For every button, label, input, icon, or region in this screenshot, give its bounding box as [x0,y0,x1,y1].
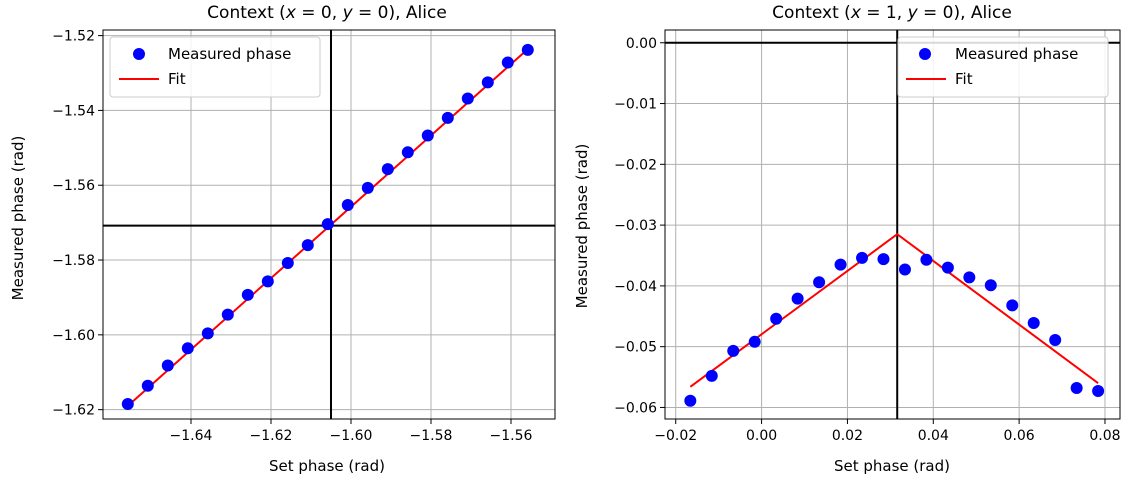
data-point [141,379,154,392]
y-axis-label: Measured phase (rad) [9,136,27,301]
legend: Measured phase Fit [109,36,321,98]
plot-frame [664,29,1121,420]
y-tick-label: −1.56 [52,178,95,194]
legend-label-fit: Fit [955,70,973,88]
y-tick-label: −0.01 [614,97,657,113]
x-axis-ticks: −1.64 −1.62 −1.60 −1.58 −1.56 [170,419,533,444]
chart-title: Context (x = 0, y = 0), Alice [207,3,447,23]
fit-line [689,232,1099,388]
data-point [181,342,194,355]
x-tick-label: 0.06 [1004,428,1035,444]
legend: Measured phase Fit [897,36,1109,98]
data-point [321,218,334,231]
x-tick-label: 0.04 [918,428,949,444]
data-points [684,251,1105,407]
legend-label-measured-phase: Measured phase [168,45,291,63]
data-point [241,288,254,301]
chart-title: Context (x = 1, y = 0), Alice [772,3,1012,23]
data-point [361,181,374,194]
y-axis-label: Measured phase (rad) [573,144,591,309]
plot-frame [102,29,556,420]
data-point [521,43,534,56]
x-tick-label: −1.62 [250,428,293,444]
x-tick-label: −1.60 [330,428,373,444]
data-points [121,43,534,411]
x-tick-label: 0.00 [746,428,777,444]
y-tick-label: −0.03 [614,218,657,234]
x-axis-ticks: −0.02 0.00 0.02 0.04 0.06 0.08 [654,419,1121,444]
data-point [501,56,514,69]
x-axis-label: Set phase (rad) [834,457,950,475]
data-point [1092,385,1105,398]
x-axis-label: Set phase (rad) [269,457,385,475]
chart-panel-left: Context (x = 0, y = 0), Alice −1.64 −1.62… [9,3,556,475]
legend-box [109,36,321,98]
y-tick-label: −1.52 [52,29,95,45]
data-point [261,275,274,288]
data-point [898,263,911,276]
legend-box [897,36,1109,98]
data-point [1027,316,1040,329]
legend-label-fit: Fit [168,70,186,88]
data-point [813,276,826,289]
data-point [301,239,314,252]
data-point [941,261,954,274]
y-tick-label: −1.54 [52,103,95,119]
y-axis-ticks: −1.62 −1.60 −1.58 −1.56 −1.54 −1.52 [52,29,103,419]
data-point [281,257,294,270]
data-point [1070,382,1083,395]
data-point [381,163,394,176]
data-point [791,292,804,305]
y-tick-label: −1.58 [52,253,95,269]
data-point [963,271,976,284]
x-tick-label: −1.56 [490,428,533,444]
data-point [401,146,414,159]
data-point [341,199,354,212]
y-tick-label: −0.05 [614,340,657,356]
y-tick-label: −1.62 [52,403,95,419]
data-point [984,279,997,292]
data-point [856,251,869,264]
x-tick-label: −1.58 [410,428,453,444]
data-point [201,327,214,340]
y-tick-label: −0.06 [614,400,657,416]
data-point [920,253,933,266]
y-tick-label: 0.00 [626,36,657,52]
data-point [770,312,783,325]
data-point [1049,333,1062,346]
chart-panel-right: Context (x = 1, y = 0), Alice −0.02 0.00 0… [573,3,1121,475]
data-point [684,394,697,407]
legend-marker-measured-phase [133,48,145,60]
fit-line-group [689,232,1099,388]
y-tick-label: −1.60 [52,328,95,344]
legend-marker-measured-phase [919,48,931,60]
data-point [121,398,134,411]
data-point [834,258,847,271]
x-tick-label: −1.64 [170,428,213,444]
data-point [705,369,718,382]
data-point [1006,299,1019,312]
data-point [481,76,494,89]
x-tick-label: 0.02 [832,428,863,444]
y-tick-label: −0.04 [614,279,657,295]
data-point [727,344,740,357]
data-point [441,111,454,124]
data-point [461,92,474,105]
data-point [877,253,890,266]
data-point [161,359,174,372]
x-tick-label: −0.02 [654,428,697,444]
x-tick-label: 0.08 [1089,428,1120,444]
legend-label-measured-phase: Measured phase [955,45,1078,63]
data-point [421,129,434,142]
data-point [221,308,234,321]
y-axis-ticks: 0.00 −0.01 −0.02 −0.03 −0.04 −0.05 −0.06 [614,36,665,416]
data-point [748,335,761,348]
y-tick-label: −0.02 [614,157,657,173]
